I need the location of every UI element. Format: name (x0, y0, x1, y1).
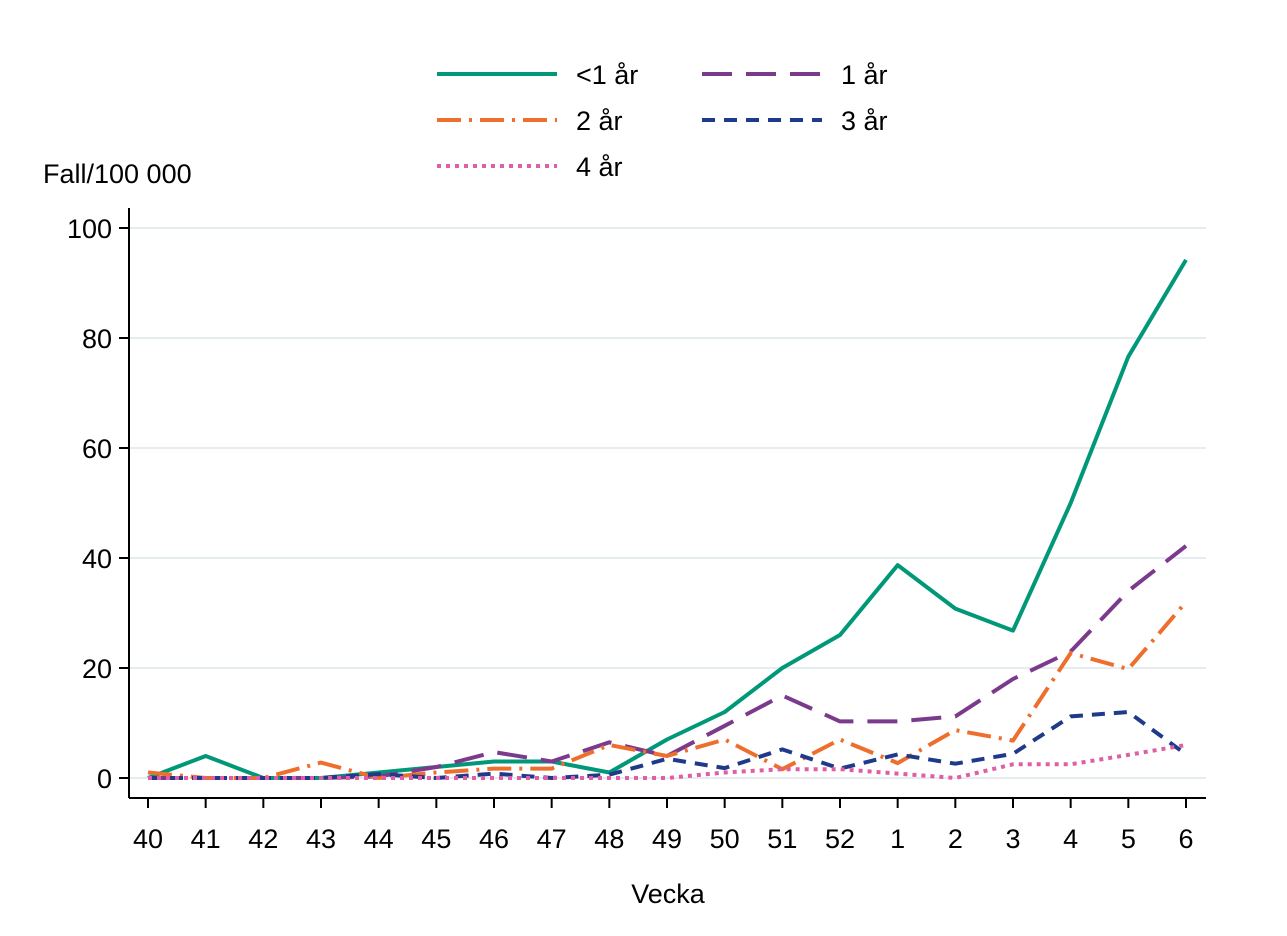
series-line (148, 710, 1188, 780)
x-tick-label: 41 (191, 824, 221, 854)
series-line (148, 743, 1187, 780)
y-axis-title: Fall/100 000 (43, 159, 192, 189)
legend-label: 3 år (841, 106, 888, 136)
x-tick-label: 5 (1121, 824, 1136, 854)
x-tick-label: 6 (1178, 824, 1193, 854)
y-tick-label: 40 (82, 544, 112, 574)
legend-label: 1 år (841, 60, 888, 90)
y-tick-label: 20 (82, 654, 112, 684)
x-tick-label: 4 (1063, 824, 1078, 854)
axes (128, 208, 1206, 799)
legend-label: 2 år (576, 106, 623, 136)
x-tick-label: 48 (594, 824, 624, 854)
x-tick-label: 47 (537, 824, 567, 854)
x-tick-label: 40 (133, 824, 163, 854)
series-line (148, 544, 1188, 780)
y-tick-label: 80 (82, 324, 112, 354)
x-tick-label: 51 (767, 824, 797, 854)
x-tick-label: 3 (1005, 824, 1020, 854)
x-tick-label: 50 (710, 824, 740, 854)
y-tick-label: 60 (82, 434, 112, 464)
x-tick-label: 44 (364, 824, 394, 854)
y-tick-label: 100 (67, 214, 112, 244)
x-tick-label: 2 (948, 824, 963, 854)
x-tick-label: 45 (421, 824, 451, 854)
series-line (147, 600, 1188, 780)
x-tick-label: 1 (890, 824, 905, 854)
x-axis-ticks: 40 41 42 43 44 45 46 47 48 49 50 51 52 1 2 3 4 5 6 (133, 798, 1194, 854)
y-tick-label: 0 (97, 764, 112, 794)
x-tick-label: 43 (306, 824, 336, 854)
x-tick-label: 52 (825, 824, 855, 854)
y-axis-ticks: 0 20 40 60 80 100 (67, 214, 129, 794)
grid-lines (129, 227, 1206, 779)
x-tick-label: 49 (652, 824, 682, 854)
legend-label: <1 år (576, 60, 638, 90)
x-tick-label: 46 (479, 824, 509, 854)
x-axis-title: Vecka (631, 879, 706, 909)
series-lines (147, 258, 1188, 780)
legend: <1 år 1 år 2 år 3 år 4 år (437, 60, 888, 182)
legend-label: 4 år (576, 152, 623, 182)
x-tick-label: 42 (248, 824, 278, 854)
